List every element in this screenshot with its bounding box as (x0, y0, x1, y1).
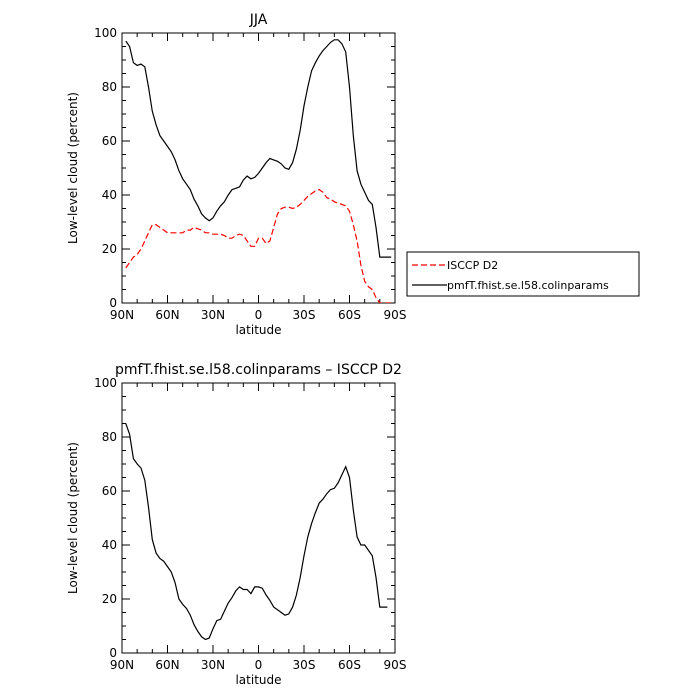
x-tick-label: 90N (110, 308, 134, 322)
y-tick-label: 20 (102, 242, 117, 256)
y-tick-label: 0 (109, 296, 117, 310)
y-tick-label: 100 (94, 26, 117, 40)
plot-frame (121, 32, 396, 304)
x-tick-label: 30S (293, 308, 316, 322)
y-tick-label: 20 (102, 592, 117, 606)
y-axis-label: Low-level cloud (percent) (66, 442, 80, 594)
y-tick-label: 60 (102, 484, 117, 498)
x-tick-label: 0 (255, 308, 263, 322)
x-tick-label: 90N (110, 658, 134, 672)
y-tick-label: 0 (109, 646, 117, 660)
y-axis-label: Low-level cloud (percent) (66, 92, 80, 244)
series-group (125, 39, 392, 303)
y-tick-label: 60 (102, 134, 117, 148)
series-line-2 (125, 39, 392, 258)
legend: ISCCP D2 pmfT.fhist.se.l58.colinparams (406, 251, 640, 297)
x-tick-label: 60S (338, 658, 361, 672)
x-tick-label: 30N (201, 658, 225, 672)
x-tick-label: 90S (384, 308, 407, 322)
y-tick-label: 100 (94, 376, 117, 390)
y-tick-label: 40 (102, 188, 117, 202)
x-axis-label: latitude (235, 323, 281, 337)
x-axis-label: latitude (235, 673, 281, 687)
x-tick-label: 0 (255, 658, 263, 672)
legend-box (406, 251, 640, 297)
x-tick-label: 30N (201, 308, 225, 322)
chart-title: JJA (249, 12, 268, 28)
series-line-1 (125, 188, 392, 303)
panel-difference: pmfT.fhist.se.l58.colinparams – ISCCP D2… (66, 362, 406, 687)
series-line-1 (125, 423, 388, 641)
y-tick-label: 40 (102, 538, 117, 552)
panel-jja: JJA 90N 60N 30N 0 30S 60S 90S 0 20 40 60 80 100 latitu… (66, 12, 406, 337)
x-tick-label: 60N (155, 308, 179, 322)
x-tick-label: 60S (338, 308, 361, 322)
x-tick-label: 60N (155, 658, 179, 672)
y-tick-label: 80 (102, 430, 117, 444)
legend-label-1: ISCCP D2 (447, 259, 498, 272)
legend-label-2: pmfT.fhist.se.l58.colinparams (447, 279, 609, 292)
chart-title: pmfT.fhist.se.l58.colinparams – ISCCP D2 (115, 362, 402, 378)
y-tick-label: 80 (102, 80, 117, 94)
series-group (125, 423, 388, 641)
x-tick-label: 90S (384, 658, 407, 672)
x-tick-label: 30S (293, 658, 316, 672)
